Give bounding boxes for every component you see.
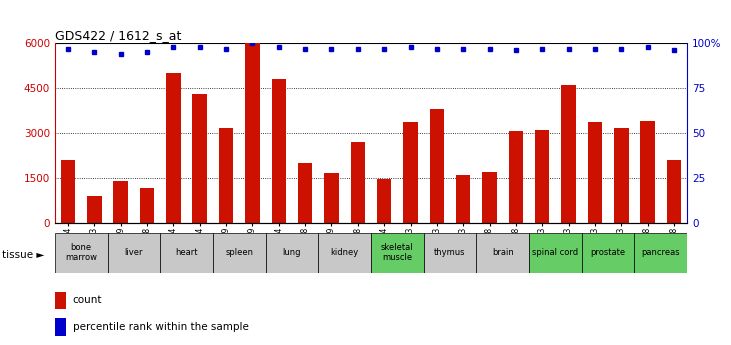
Text: pancreas: pancreas [642, 248, 680, 257]
Text: skeletal
muscle: skeletal muscle [381, 243, 414, 263]
FancyBboxPatch shape [529, 233, 582, 273]
Text: spleen: spleen [225, 248, 253, 257]
Bar [55, 292, 67, 309]
FancyBboxPatch shape [55, 233, 107, 273]
Text: brain: brain [492, 248, 514, 257]
Bar [271, 79, 286, 223]
Bar [535, 130, 550, 223]
Bar [140, 188, 154, 223]
Bar [325, 173, 338, 223]
Bar [351, 142, 365, 223]
Bar [61, 160, 75, 223]
Text: lung: lung [283, 248, 301, 257]
FancyBboxPatch shape [582, 233, 635, 273]
Bar [509, 131, 523, 223]
Text: spinal cord: spinal cord [532, 248, 578, 257]
Bar [298, 163, 312, 223]
Text: liver: liver [124, 248, 143, 257]
FancyBboxPatch shape [318, 233, 371, 273]
Bar [456, 175, 471, 223]
FancyBboxPatch shape [371, 233, 424, 273]
Bar [588, 122, 602, 223]
Bar [245, 42, 260, 223]
Bar [377, 179, 391, 223]
FancyBboxPatch shape [265, 233, 318, 273]
Text: tissue ►: tissue ► [2, 250, 45, 259]
FancyBboxPatch shape [160, 233, 213, 273]
Text: bone
marrow: bone marrow [65, 243, 97, 263]
Text: thymus: thymus [434, 248, 466, 257]
Bar [482, 172, 497, 223]
Text: heart: heart [175, 248, 198, 257]
Bar [113, 181, 128, 223]
Text: kidney: kidney [330, 248, 359, 257]
Text: count: count [72, 296, 102, 305]
Bar [55, 318, 67, 336]
Bar [640, 121, 655, 223]
Bar [430, 109, 444, 223]
Bar [166, 73, 181, 223]
Bar [614, 128, 629, 223]
FancyBboxPatch shape [477, 233, 529, 273]
Bar [192, 94, 207, 223]
Bar [561, 85, 576, 223]
Bar [667, 160, 681, 223]
Text: percentile rank within the sample: percentile rank within the sample [72, 322, 249, 332]
Bar [219, 128, 233, 223]
Text: prostate: prostate [591, 248, 626, 257]
Bar [87, 196, 102, 223]
FancyBboxPatch shape [424, 233, 477, 273]
Bar [404, 122, 417, 223]
FancyBboxPatch shape [635, 233, 687, 273]
Text: GDS422 / 1612_s_at: GDS422 / 1612_s_at [55, 29, 181, 42]
FancyBboxPatch shape [213, 233, 265, 273]
FancyBboxPatch shape [107, 233, 160, 273]
